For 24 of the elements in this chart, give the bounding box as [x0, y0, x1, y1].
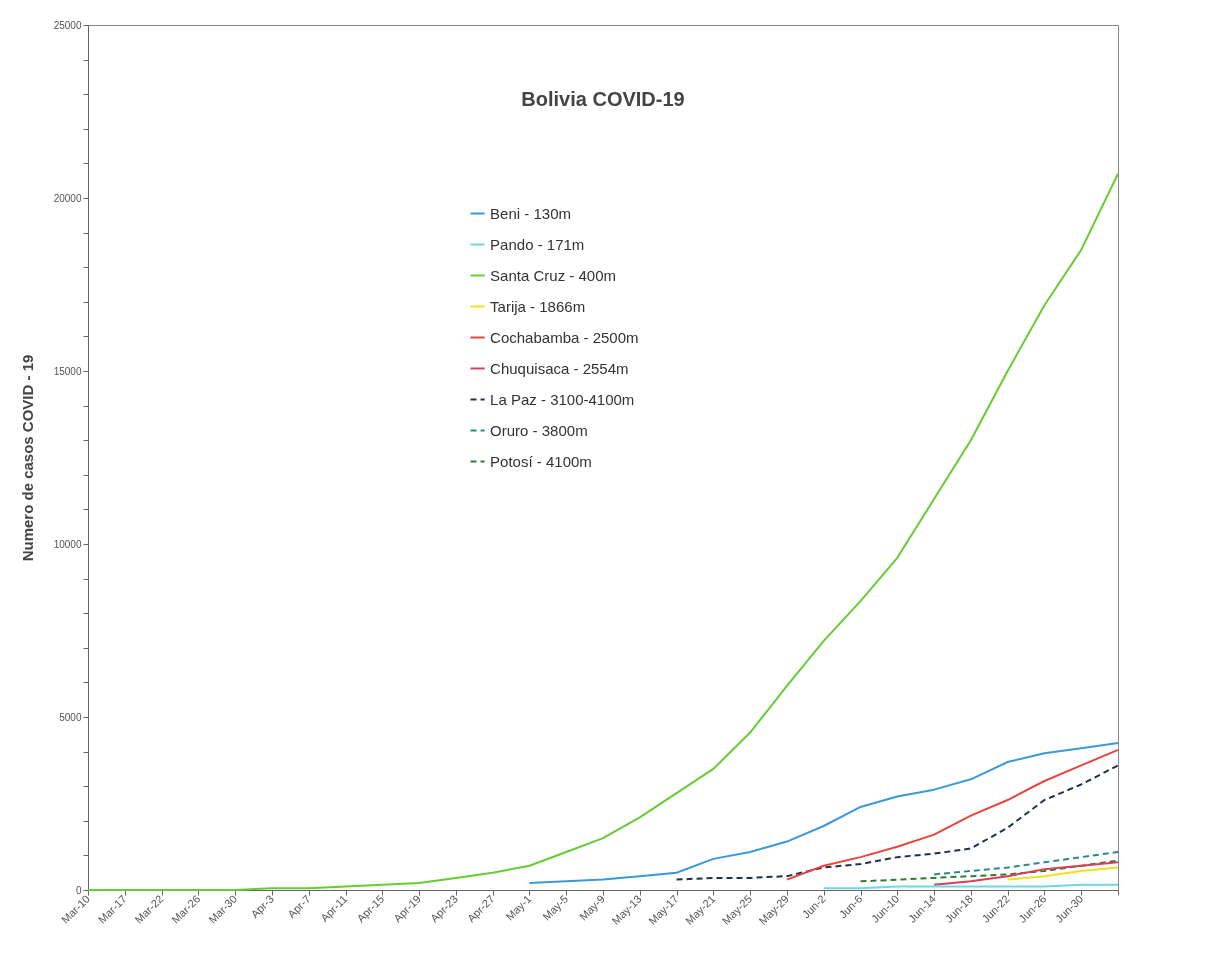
line-series — [785, 748, 1119, 881]
y-tick-label: 10000 — [53, 538, 82, 550]
y-tick-label: 20000 — [53, 192, 82, 204]
y-tick-label: 25000 — [53, 19, 82, 31]
legend-label: Santa Cruz - 400m — [490, 266, 616, 284]
line-series — [528, 741, 1119, 885]
line-series — [933, 861, 1119, 886]
y-tick-label: 5000 — [59, 711, 82, 723]
legend-label: Cochabamba - 2500m — [490, 328, 639, 346]
legend-label: La Paz - 3100-4100m — [490, 390, 635, 408]
line-series — [1006, 866, 1119, 881]
legend-label: Tarija - 1866m — [490, 297, 586, 315]
legend-label: Oruro - 3800m — [490, 421, 588, 439]
y-tick-label: 15000 — [53, 365, 82, 377]
legend-label: Potosí - 4100m — [490, 452, 592, 470]
line-series — [933, 850, 1119, 876]
line-series — [859, 859, 1119, 883]
y-axis-title: Numero de casos COVID - 19 — [18, 354, 36, 562]
line-series — [675, 764, 1119, 881]
text: Bolivia COVID-19 — [521, 88, 685, 110]
legend-label: Pando - 171m — [490, 235, 585, 253]
y-tick-label: 0 — [75, 884, 82, 896]
legend-label: Chuquisaca - 2554m — [490, 359, 629, 377]
legend-label: Beni - 130m — [490, 204, 571, 222]
